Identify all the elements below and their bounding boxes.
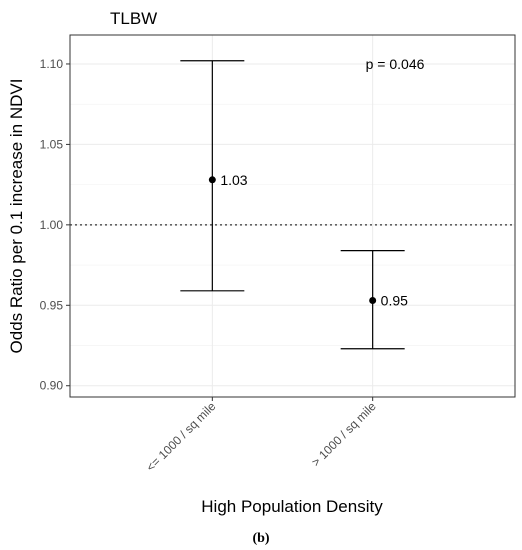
grid	[70, 35, 515, 397]
point-label: 1.03	[220, 172, 247, 188]
y-tick-label: 1.10	[40, 57, 64, 71]
error-bars: 1.03 0.95	[180, 60, 408, 350]
x-axis-label: High Population Density	[201, 497, 383, 516]
y-tick-label: 0.90	[40, 379, 64, 393]
figure-caption: (b)	[252, 531, 269, 546]
point-label: 0.95	[381, 292, 408, 308]
y-tick-label: 1.05	[40, 137, 64, 151]
point-estimate	[208, 176, 216, 184]
y-tick-label: 1.00	[40, 218, 64, 232]
y-axis-label: Odds Ratio per 0.1 increase in NDVI	[7, 79, 26, 354]
plot-panel-border	[69, 34, 516, 398]
point-estimate	[369, 296, 377, 304]
chart-title: TLBW	[110, 9, 157, 28]
y-axis-ticks: 0.90 0.95 1.00 1.05 1.10	[40, 57, 70, 393]
p-value-annotation: p = 0.046	[366, 56, 425, 72]
y-tick-label: 0.95	[40, 298, 64, 312]
